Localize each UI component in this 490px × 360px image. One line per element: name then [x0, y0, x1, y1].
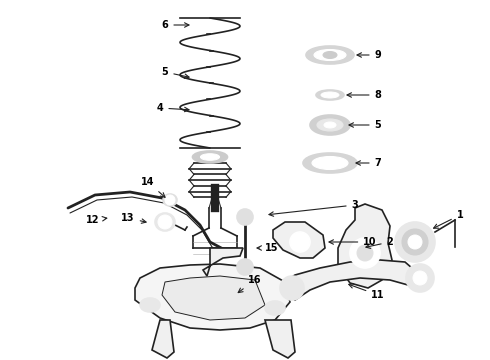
Ellipse shape: [316, 90, 344, 100]
Polygon shape: [162, 276, 265, 320]
Text: 4: 4: [157, 103, 189, 113]
Ellipse shape: [312, 157, 348, 170]
Ellipse shape: [310, 115, 350, 135]
Polygon shape: [273, 222, 325, 258]
Text: 11: 11: [349, 284, 385, 300]
Text: 8: 8: [347, 90, 381, 100]
Circle shape: [406, 264, 434, 292]
Ellipse shape: [323, 51, 337, 59]
Circle shape: [237, 209, 253, 225]
Text: 10: 10: [329, 237, 377, 247]
Circle shape: [402, 229, 428, 255]
Ellipse shape: [163, 194, 177, 206]
Text: 5: 5: [162, 67, 189, 78]
Text: 14: 14: [141, 177, 165, 197]
Text: 1: 1: [434, 210, 464, 228]
Circle shape: [408, 235, 422, 249]
Circle shape: [350, 238, 380, 268]
Circle shape: [165, 195, 175, 205]
Text: 2: 2: [366, 237, 393, 248]
Text: 16: 16: [238, 275, 262, 293]
Polygon shape: [203, 248, 243, 276]
Ellipse shape: [314, 49, 346, 60]
Text: 12: 12: [86, 215, 107, 225]
Text: 7: 7: [356, 158, 381, 168]
Ellipse shape: [321, 92, 339, 98]
Text: 6: 6: [162, 20, 189, 30]
Circle shape: [158, 215, 172, 229]
Circle shape: [357, 245, 373, 261]
Text: 13: 13: [121, 213, 146, 223]
Text: 15: 15: [257, 243, 279, 253]
Ellipse shape: [193, 151, 227, 163]
Ellipse shape: [265, 301, 285, 315]
Ellipse shape: [324, 122, 336, 128]
Polygon shape: [338, 204, 392, 288]
Ellipse shape: [200, 154, 220, 160]
Text: 9: 9: [357, 50, 381, 60]
Polygon shape: [265, 320, 295, 358]
Polygon shape: [285, 260, 420, 300]
Ellipse shape: [140, 298, 160, 312]
Polygon shape: [152, 320, 174, 358]
Circle shape: [290, 232, 310, 252]
Circle shape: [237, 259, 253, 275]
Ellipse shape: [306, 46, 354, 64]
Circle shape: [413, 271, 427, 285]
Ellipse shape: [155, 213, 175, 231]
Polygon shape: [135, 264, 290, 330]
Text: 5: 5: [349, 120, 381, 130]
Ellipse shape: [317, 119, 343, 131]
Text: 3: 3: [269, 200, 358, 216]
Circle shape: [395, 222, 435, 262]
Ellipse shape: [303, 153, 357, 173]
Circle shape: [280, 276, 304, 300]
